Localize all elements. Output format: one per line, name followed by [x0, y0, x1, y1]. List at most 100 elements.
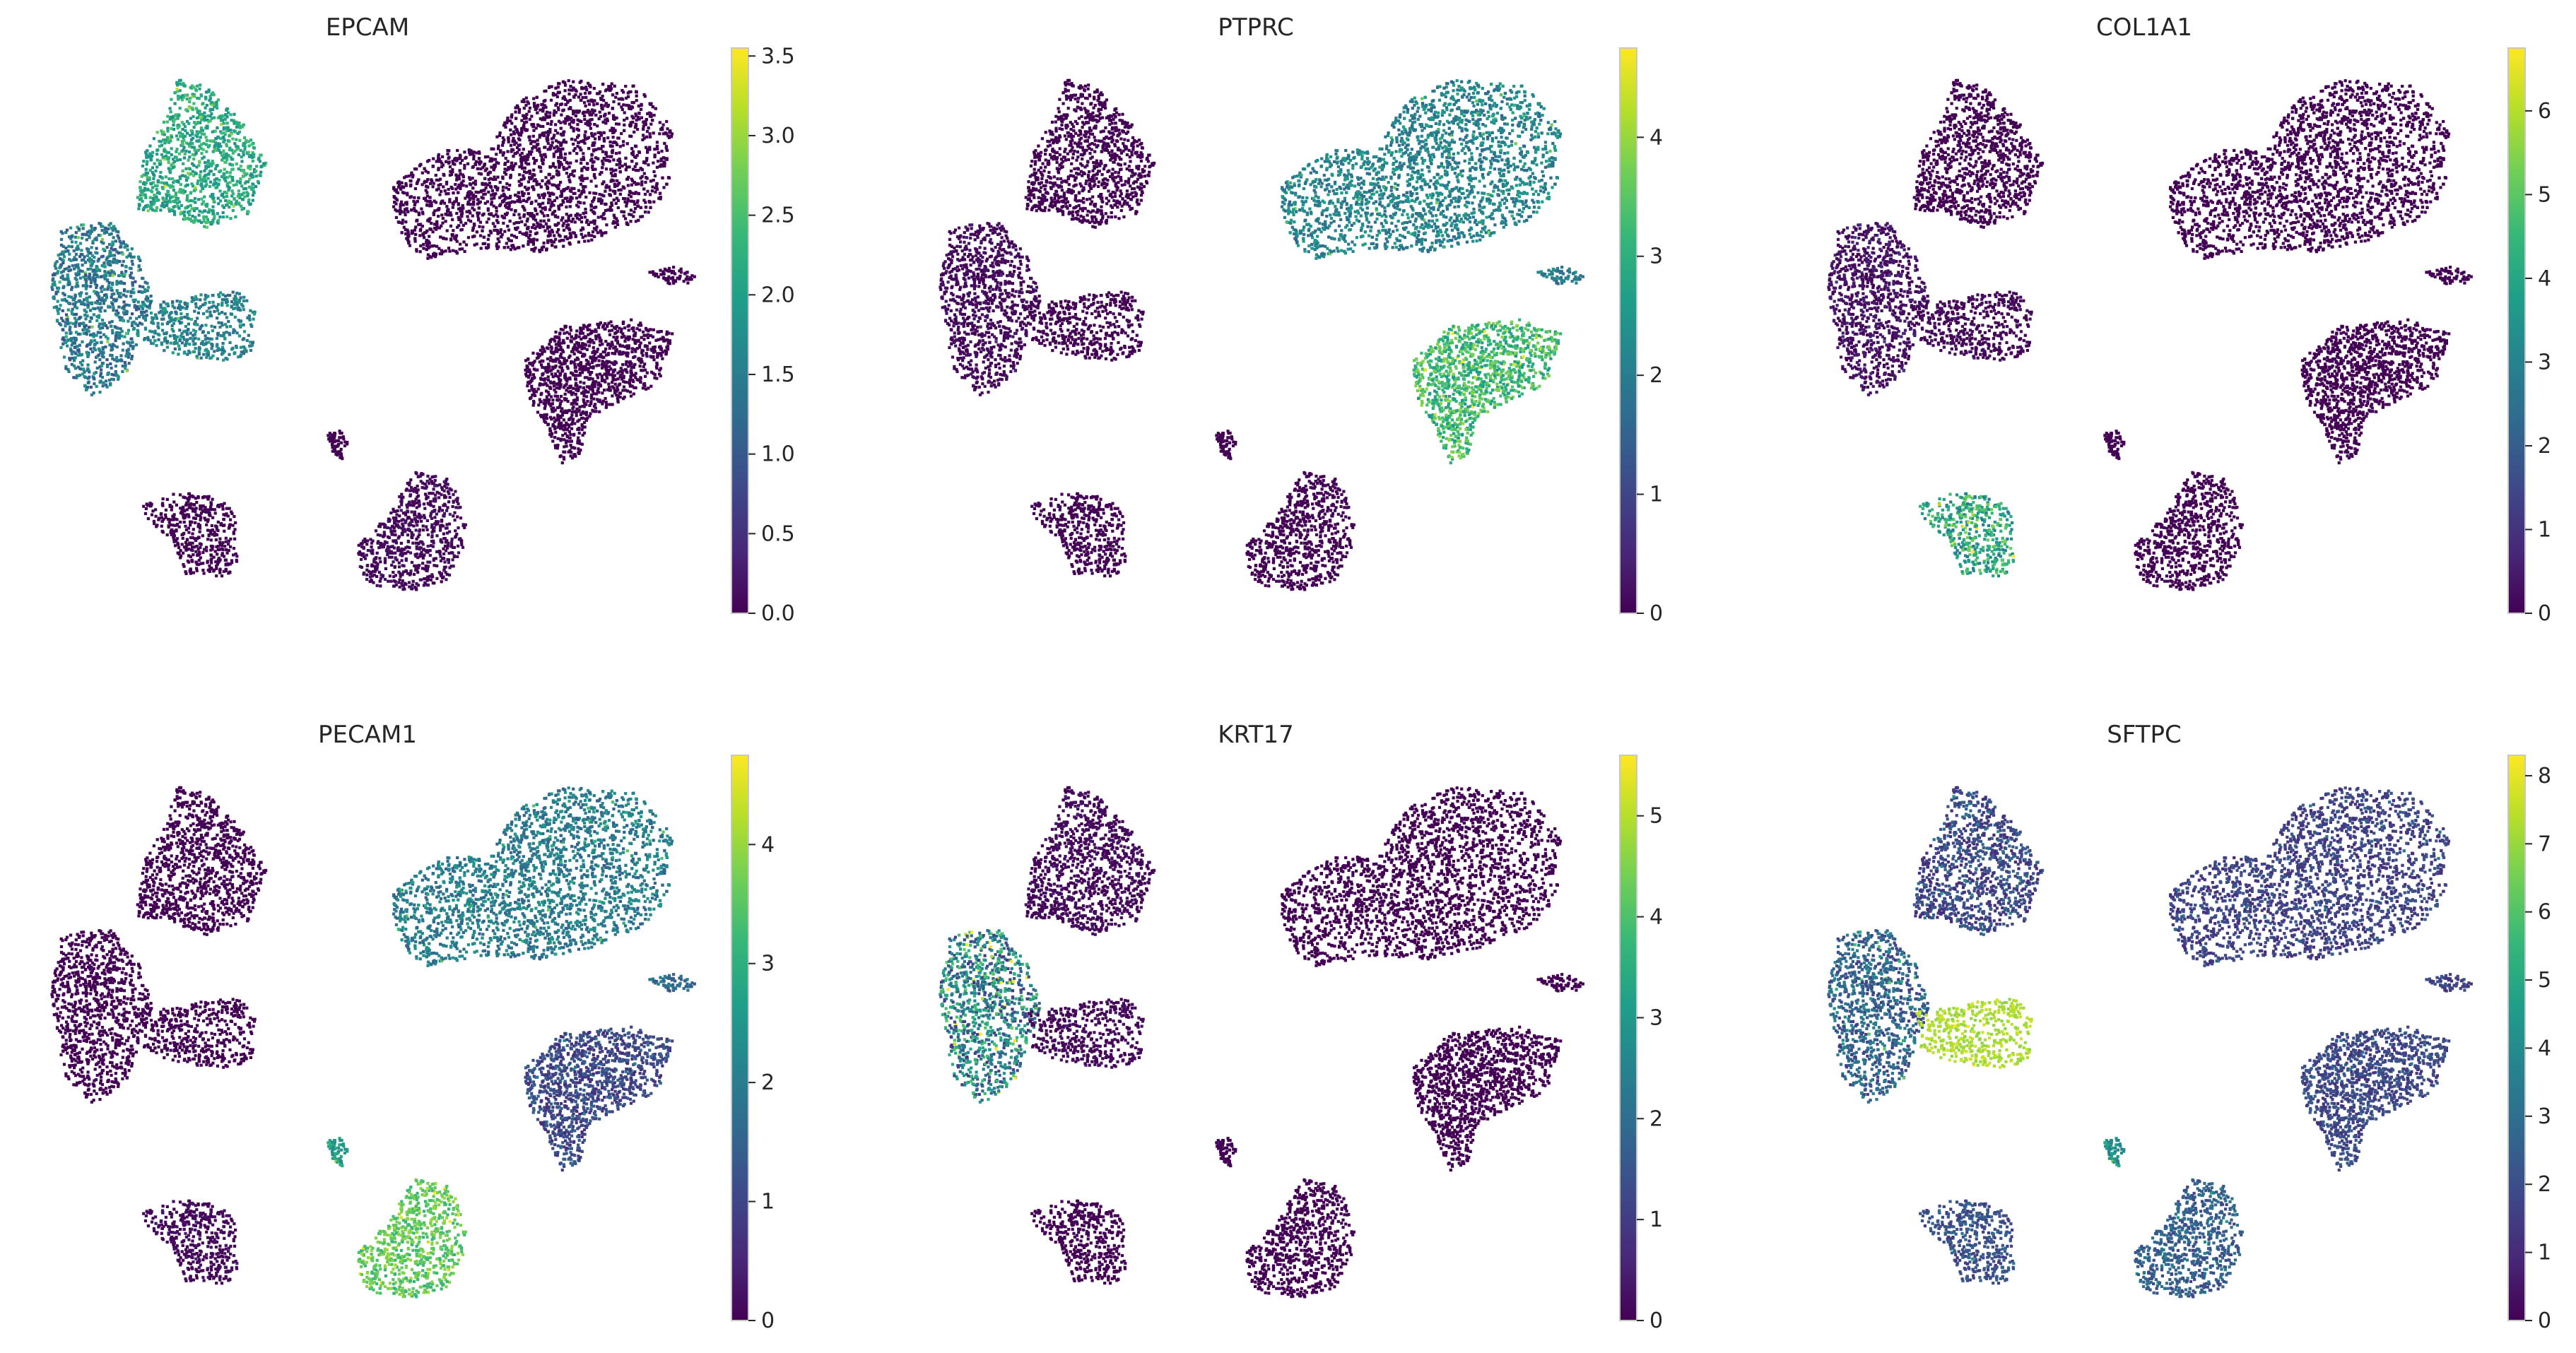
cell-point	[599, 103, 604, 107]
cell-point	[200, 94, 204, 98]
cell-point	[160, 322, 164, 326]
cell-point	[131, 341, 134, 344]
cell-point	[206, 126, 209, 130]
cell-point	[127, 362, 131, 365]
cell-point	[235, 303, 239, 307]
cell-point	[125, 255, 129, 259]
cell-point	[179, 175, 182, 179]
cell-point	[57, 312, 60, 315]
cell-point	[136, 324, 140, 327]
cell-point	[665, 182, 669, 186]
cell-point	[565, 160, 568, 164]
cell-point	[577, 218, 581, 221]
cell-point	[209, 223, 213, 226]
cell-point	[418, 229, 422, 232]
cell-point	[194, 152, 198, 155]
cell-point	[642, 187, 646, 191]
cell-point	[548, 208, 552, 211]
cell-point	[207, 341, 211, 344]
cell-point	[572, 80, 575, 83]
cell-point	[99, 234, 102, 237]
cell-point	[601, 83, 605, 86]
cell-point	[183, 84, 187, 88]
cell-point	[110, 320, 114, 324]
cell-point	[478, 161, 481, 165]
cell-point	[170, 115, 174, 119]
cell-point	[73, 267, 76, 271]
cell-point	[129, 271, 133, 275]
cell-point	[541, 132, 544, 136]
cell-point	[180, 312, 183, 316]
cell-point	[165, 203, 169, 207]
cell-point	[80, 249, 83, 252]
cell-point	[225, 194, 229, 199]
cell-point	[407, 235, 411, 238]
cell-point	[192, 337, 196, 341]
cell-point	[199, 305, 202, 309]
cell-point	[78, 294, 82, 297]
cell-point	[437, 167, 440, 170]
cell-point	[482, 164, 486, 167]
cell-point	[189, 317, 193, 321]
cell-point	[614, 201, 618, 205]
cell-point	[71, 341, 75, 345]
cell-point	[177, 78, 182, 82]
cell-point	[241, 125, 245, 129]
cell-point	[240, 345, 243, 349]
cell-point	[243, 148, 247, 151]
cell-point	[565, 213, 568, 216]
cell-point	[504, 204, 507, 208]
cell-point	[567, 88, 571, 92]
cell-point	[182, 338, 186, 341]
cell-point	[429, 182, 433, 185]
cell-point	[176, 126, 180, 130]
cell-point	[211, 209, 215, 213]
cell-point	[207, 88, 211, 92]
cell-point	[242, 350, 246, 353]
cell-point	[170, 316, 173, 319]
cell-point	[618, 166, 621, 170]
cell-point	[75, 306, 78, 309]
cell-point	[563, 83, 567, 87]
cell-point	[437, 215, 440, 218]
cell-point	[524, 96, 528, 100]
cell-point	[510, 115, 513, 119]
cell-point	[580, 158, 583, 161]
cell-point	[487, 234, 490, 237]
cell-point	[110, 348, 113, 352]
cell-point	[55, 319, 59, 322]
cell-point	[76, 353, 80, 357]
cell-point	[205, 124, 208, 128]
cell-point	[184, 175, 187, 178]
cell-point	[228, 341, 232, 344]
cell-point	[481, 225, 485, 229]
cell-point	[592, 87, 596, 90]
cell-point	[112, 261, 115, 264]
cell-point	[607, 112, 611, 115]
cell-point	[103, 277, 107, 280]
cell-point	[393, 189, 396, 192]
cell-point	[213, 129, 217, 133]
cell-point	[53, 272, 57, 276]
cell-point	[407, 175, 411, 178]
cell-point	[559, 126, 563, 130]
cell-point	[57, 307, 61, 311]
cell-point	[81, 372, 85, 376]
cell-point	[567, 223, 570, 227]
cell-point	[633, 207, 637, 211]
cell-point	[107, 223, 111, 227]
cell-point	[536, 111, 539, 114]
cell-point	[64, 324, 67, 328]
cell-point	[589, 208, 593, 212]
cell-point	[194, 302, 198, 306]
cell-point	[221, 342, 225, 345]
cell-point	[497, 245, 500, 249]
cell-point	[179, 300, 182, 303]
cell-point	[117, 252, 121, 255]
cell-point	[102, 351, 105, 355]
cell-point	[546, 133, 550, 136]
cell-point	[114, 240, 117, 243]
cell-point	[103, 270, 107, 273]
cell-point	[532, 188, 536, 191]
cell-point	[117, 375, 120, 379]
